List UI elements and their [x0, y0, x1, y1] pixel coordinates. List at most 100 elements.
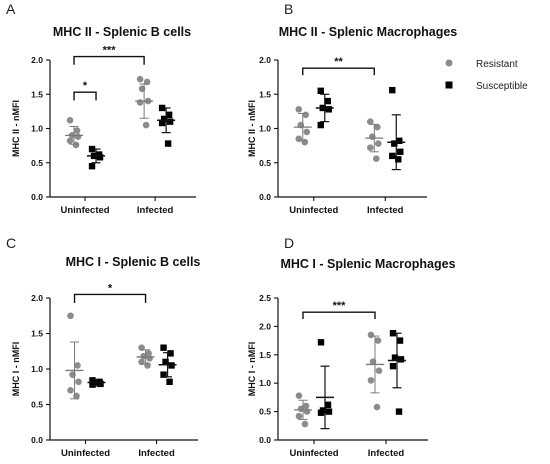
data-point: [367, 377, 375, 384]
data-point: [391, 354, 399, 361]
legend-label: Susceptible: [476, 81, 528, 92]
y-tick-label: 2.0: [31, 293, 43, 303]
data-point: [89, 381, 96, 388]
data-point: [74, 362, 81, 369]
significance-label: **: [334, 56, 343, 68]
y-axis-label: MHC II - nMFI: [247, 100, 257, 157]
y-axis-label: MHC II - nMFI: [11, 100, 21, 157]
panel-letter: A: [6, 1, 16, 17]
data-point: [160, 115, 168, 123]
chart-panel-c: C MHC I - Splenic B cells MHC I - nMFI 0.0 0…: [6, 235, 200, 459]
chart-panel-d: D MHC I - Splenic Macrophages MHC I - nMFI…: [247, 235, 456, 459]
data-point: [396, 137, 403, 145]
y-axis-label: MHC I - nMFI: [11, 342, 21, 397]
legend: Resistant Susceptible: [445, 59, 528, 92]
y-tick-label: 0.5: [31, 158, 43, 168]
x-tick-label: Uninfected: [289, 448, 338, 459]
data-point: [160, 371, 167, 378]
data-point: [97, 380, 104, 388]
data-point: [295, 106, 303, 113]
legend-marker-resistant: [445, 59, 453, 67]
data-point: [373, 403, 381, 411]
data-point: [367, 331, 375, 339]
data-point: [166, 378, 173, 385]
data-point: [145, 350, 152, 357]
data-point: [166, 118, 174, 125]
data-point: [142, 121, 150, 129]
y-tick-label: 0.5: [259, 407, 271, 417]
significance-label: ***: [333, 300, 347, 312]
data-point: [75, 378, 82, 386]
y-tick-label: 0.0: [259, 435, 271, 445]
data-point: [317, 87, 324, 95]
y-tick-label: 1.0: [259, 378, 271, 388]
data-point: [165, 111, 173, 118]
data-point: [391, 140, 398, 147]
data-point: [158, 119, 166, 127]
y-tick-label: 1.0: [31, 364, 43, 374]
data-point: [397, 148, 404, 155]
data-point: [136, 99, 144, 106]
y-tick-label: 0.0: [31, 435, 43, 445]
significance-label: *: [108, 282, 113, 294]
data-point: [389, 362, 397, 370]
x-tick-label: Infected: [368, 448, 405, 459]
x-tick-label: Infected: [138, 448, 175, 459]
data-point: [88, 162, 96, 170]
y-tick-label: 0.5: [31, 400, 43, 410]
data-point: [395, 156, 402, 163]
data-point: [396, 337, 404, 344]
y-tick-label: 1.5: [259, 350, 271, 360]
y-tick-label: 0.0: [31, 192, 43, 202]
data-point: [67, 312, 74, 320]
data-point: [73, 127, 81, 134]
chart-panel-a: A MHC II - Splenic B cells MHC II - nMFI 0.…: [6, 1, 196, 216]
x-tick-label: Infected: [137, 205, 174, 216]
legend-marker-susceptible: [445, 81, 453, 89]
data-point: [324, 401, 332, 408]
data-point: [164, 140, 172, 147]
significance-label: *: [83, 80, 88, 92]
x-tick-label: Uninfected: [61, 448, 110, 459]
data-point: [162, 358, 169, 366]
data-point: [389, 152, 396, 160]
y-tick-label: 2.0: [31, 55, 43, 65]
y-tick-label: 0.0: [259, 192, 271, 202]
data-point: [96, 154, 104, 161]
data-point: [389, 86, 396, 94]
data-point: [317, 339, 325, 346]
y-tick-label: 0.5: [259, 158, 271, 168]
data-point: [146, 355, 153, 362]
data-point: [317, 121, 324, 129]
data-point: [397, 356, 405, 363]
data-point: [301, 420, 309, 428]
data-point: [302, 111, 310, 119]
y-tick-label: 2.5: [259, 293, 271, 303]
x-tick-label: Uninfected: [60, 205, 109, 216]
y-tick-label: 1.5: [259, 89, 271, 99]
legend-label: Resistant: [476, 59, 518, 70]
data-point: [317, 409, 325, 416]
data-point: [395, 408, 403, 415]
y-tick-label: 1.5: [31, 329, 43, 339]
data-point: [366, 144, 374, 151]
y-tick-label: 1.5: [31, 89, 43, 99]
data-point: [74, 133, 82, 141]
data-point: [325, 408, 333, 415]
data-point: [66, 116, 74, 124]
y-axis-label: MHC I - nMFI: [247, 342, 257, 397]
data-point: [374, 140, 382, 147]
data-point: [303, 128, 311, 136]
data-point: [374, 337, 382, 344]
data-point: [373, 123, 381, 131]
data-point: [160, 344, 167, 351]
data-point: [66, 137, 74, 145]
significance-bracket: [73, 293, 147, 303]
chart-title: MHC II - Splenic B cells: [53, 25, 191, 39]
data-point: [372, 155, 380, 162]
x-tick-label: Infected: [367, 205, 404, 216]
x-tick-label: Uninfected: [289, 205, 338, 216]
data-point: [302, 402, 310, 410]
y-tick-label: 1.0: [259, 124, 271, 134]
